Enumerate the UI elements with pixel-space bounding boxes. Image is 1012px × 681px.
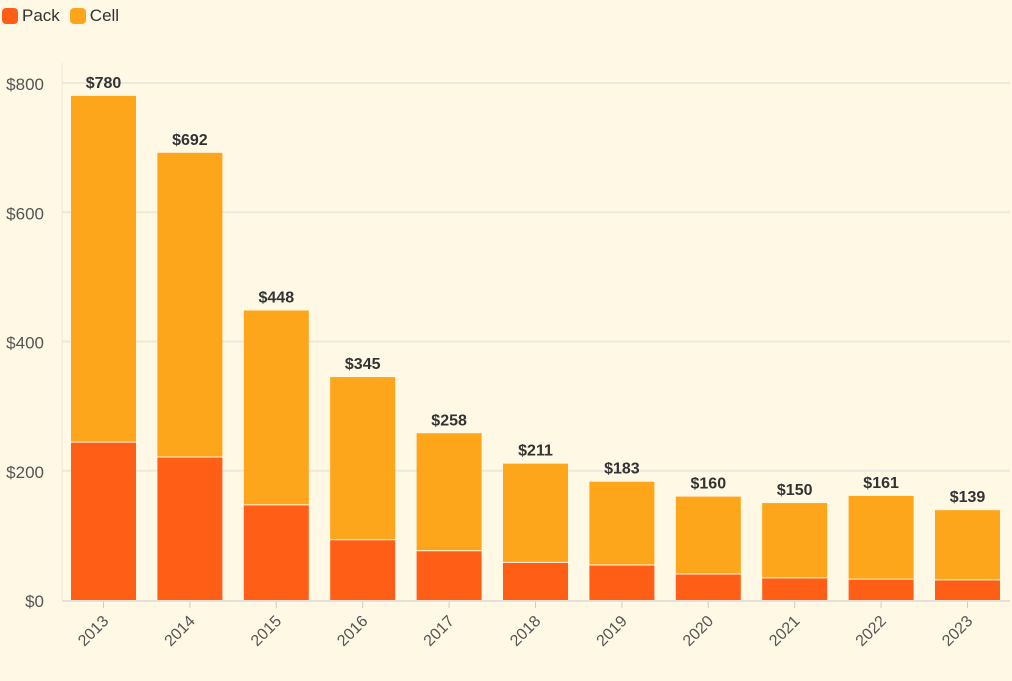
bar-pack [848,578,914,600]
bar-pack [157,456,223,600]
bar-pack [503,561,568,600]
legend-swatch-pack [2,8,18,24]
x-tick-label: 2015 [248,613,285,650]
x-tick-label: 2017 [421,613,458,650]
bar-cell [71,95,136,442]
bar-pack [243,504,309,600]
x-tick-label: 2020 [680,613,717,650]
bar-cell [330,377,396,540]
bar-pack [762,577,828,600]
bar-cell [503,463,568,562]
x-tick-label: 2013 [75,613,112,650]
bar-cell [589,481,655,565]
x-tick-label: 2018 [507,613,544,650]
total-label: $139 [950,489,986,506]
legend-label-pack: Pack [22,6,60,25]
total-label: $150 [777,482,813,499]
y-tick-label: $200 [6,463,44,482]
x-tick-label: 2023 [939,613,976,650]
bar-pack [935,579,1000,600]
total-label: $183 [604,461,640,478]
legend-swatch-cell [69,8,86,24]
x-tick-label: 2021 [766,613,803,650]
total-label: $780 [86,75,122,92]
total-label: $211 [518,443,553,460]
x-tick-label: 2019 [594,613,631,650]
bar-cell [935,510,1000,580]
total-label: $448 [259,289,295,306]
bar-cell [416,433,482,551]
total-label: $258 [431,412,467,429]
total-label: $345 [345,356,381,373]
bar-cell [848,495,914,579]
bar-cell [243,310,309,505]
x-tick-label: 2014 [162,613,199,650]
x-tick-label: 2022 [853,613,890,650]
legend-label-cell: Cell [89,6,120,25]
legend-item-cell[interactable]: Cell [69,6,120,26]
legend-item-pack[interactable]: Pack [2,6,60,26]
x-tick-label: 2016 [334,613,371,650]
y-tick-label: $800 [6,75,44,94]
bar-cell [762,503,828,578]
y-tick-label: $400 [6,334,44,353]
legend: Pack Cell [2,6,119,26]
bar-pack [416,550,482,600]
bar-pack [675,573,741,600]
total-label: $160 [691,476,727,493]
total-label: $161 [863,475,899,492]
bar-pack [330,539,396,600]
y-tick-label: $0 [25,592,44,611]
y-tick-label: $600 [6,204,44,223]
bar-pack [71,441,136,600]
bar-cell [157,152,223,457]
total-label: $692 [172,132,208,149]
bar-cell [675,496,741,574]
bar-pack [589,564,655,600]
